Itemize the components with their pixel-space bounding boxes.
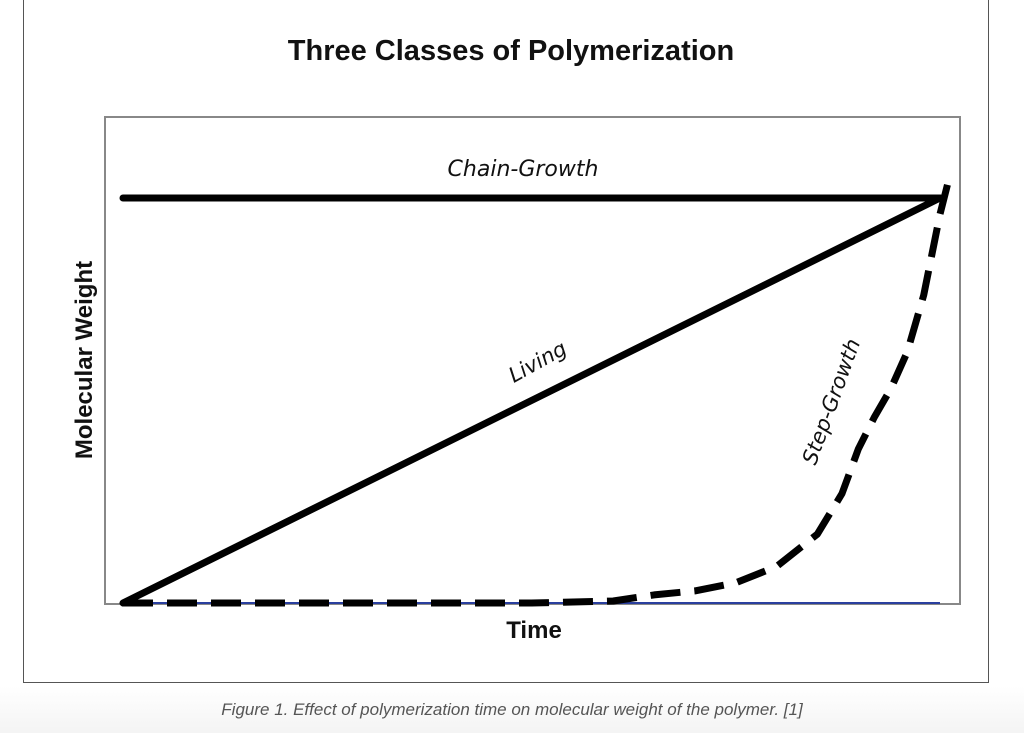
polymerization-chart: Three Classes of Polymerization Time Mol… bbox=[71, 35, 961, 644]
chart-title: Three Classes of Polymerization bbox=[288, 35, 734, 67]
series-line-living bbox=[119, 194, 944, 607]
series-label-chain-growth: Chain-Growth bbox=[448, 157, 599, 182]
series-group bbox=[119, 180, 952, 607]
figure-caption: Figure 1. Effect of polymerization time … bbox=[221, 700, 803, 719]
y-axis-label: Molecular Weight bbox=[71, 261, 98, 459]
page-background bbox=[0, 686, 1024, 733]
series-line-step-growth bbox=[123, 180, 952, 607]
x-axis-label: Time bbox=[506, 617, 562, 644]
